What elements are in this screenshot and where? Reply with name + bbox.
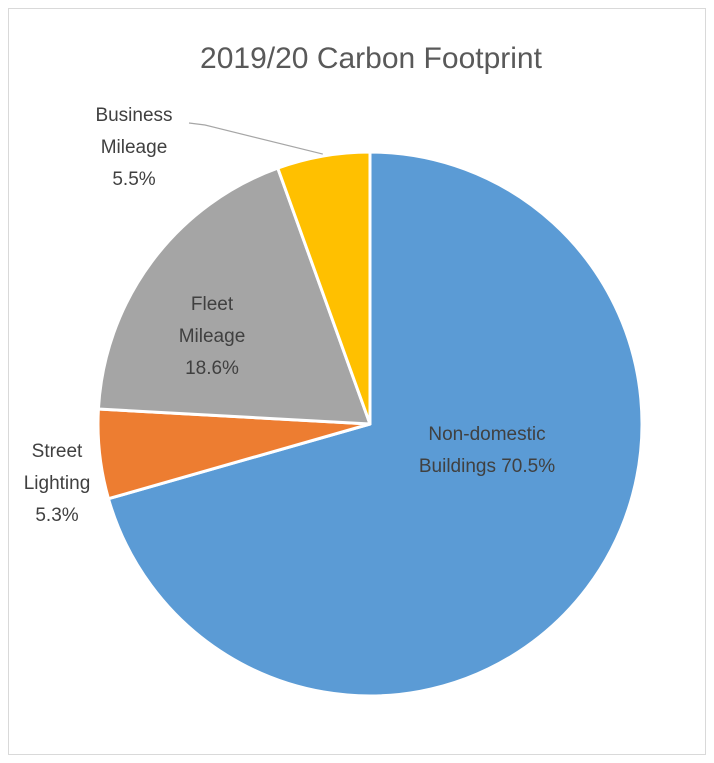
data-label-line: Business — [95, 105, 172, 126]
leader-line-business-mileage — [188, 122, 323, 155]
data-label-fleet-mileage: Fleet Mileage 18.6% — [179, 294, 246, 379]
data-label-line: Mileage — [179, 326, 246, 347]
data-label-line: Street — [32, 441, 83, 462]
data-label-non-domestic-buildings: Non-domestic Buildings 70.5% — [419, 424, 555, 477]
data-label-line: Non-domestic — [428, 424, 545, 445]
data-label-street-lighting: Street Lighting 5.3% — [24, 441, 91, 526]
data-label-line: Fleet — [191, 294, 234, 315]
pie-chart: 2019/20 Carbon Footprint Non-domestic Bui… — [24, 42, 644, 698]
data-label-line: 5.5% — [112, 169, 155, 190]
data-label-line: 5.3% — [35, 505, 78, 526]
data-label-line: Mileage — [101, 137, 168, 158]
data-label-line: Lighting — [24, 473, 91, 494]
data-label-line: Buildings 70.5% — [419, 456, 555, 477]
data-label-business-mileage: Business Mileage 5.5% — [95, 105, 172, 190]
chart-title: 2019/20 Carbon Footprint — [200, 42, 543, 75]
labels-layer: Non-domestic Buildings 70.5% Street Lightin… — [24, 105, 556, 526]
pie-slice-business-mileage — [276, 150, 372, 426]
slices-layer — [96, 150, 644, 698]
chart-area: 2019/20 Carbon Footprint Non-domestic Bui… — [8, 8, 706, 755]
data-label-line: 18.6% — [185, 358, 239, 379]
pie-slice-non-domestic-buildings — [106, 150, 644, 698]
pie-slice-fleet-mileage — [96, 166, 372, 426]
